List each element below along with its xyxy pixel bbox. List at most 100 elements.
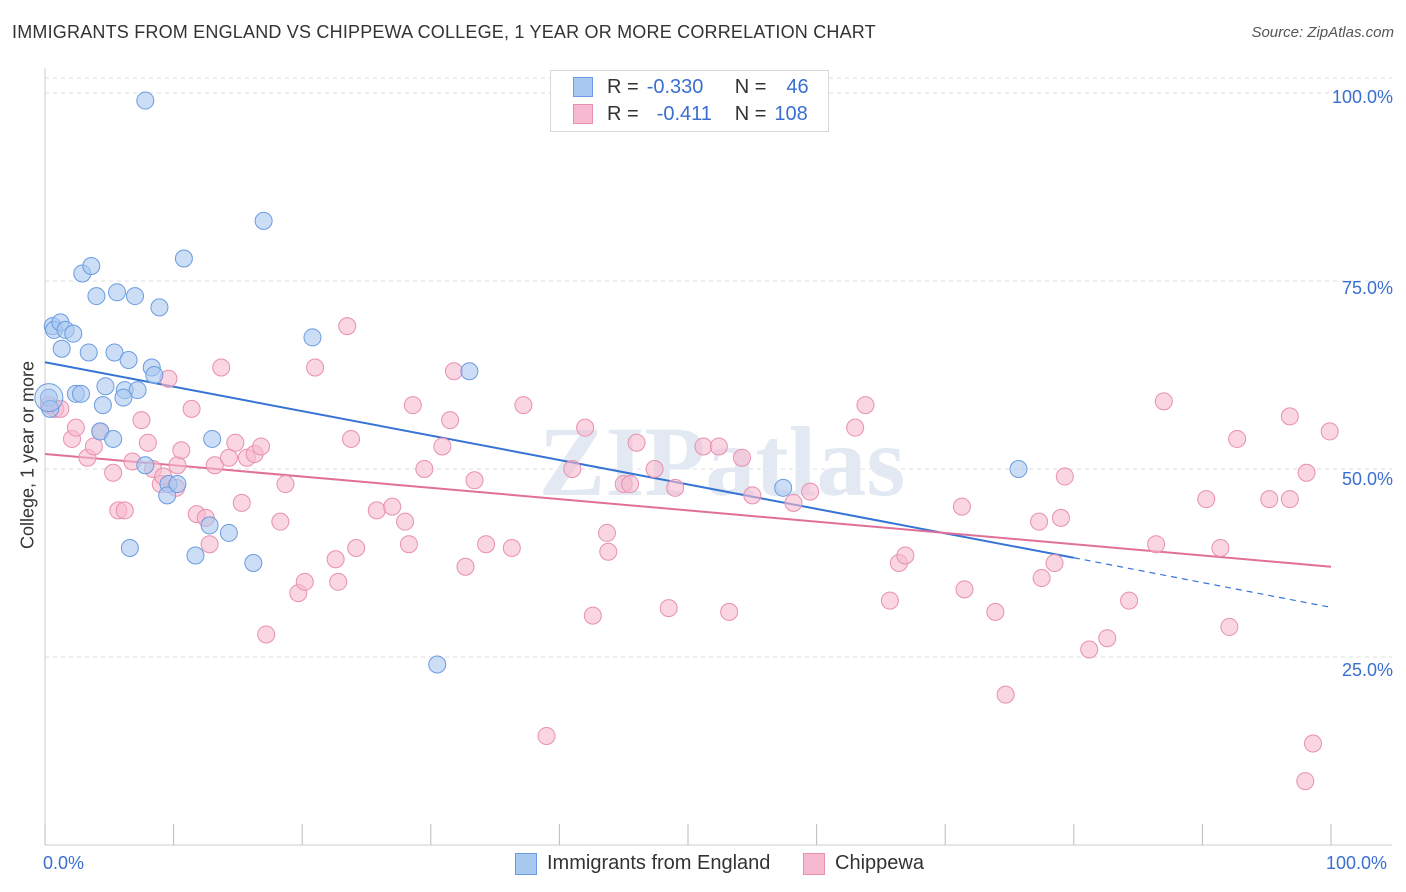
data-point-chippewa — [645, 460, 664, 479]
data-point-chippewa — [168, 456, 187, 475]
data-point-england — [460, 362, 479, 381]
data-point-chippewa — [399, 535, 418, 554]
data-point-chippewa — [396, 512, 415, 531]
data-point-chippewa — [1280, 490, 1299, 509]
watermark: ZIPatlas — [539, 406, 906, 517]
legend-r-label: R = — [607, 75, 639, 98]
data-point-chippewa — [659, 599, 678, 618]
data-point-england — [126, 287, 145, 306]
trendline-england-extension — [1073, 557, 1332, 608]
data-point-england — [87, 287, 106, 306]
data-point-chippewa — [709, 437, 728, 456]
data-point-england — [128, 381, 147, 400]
legend-n-value-chippewa: 108 — [774, 102, 808, 125]
data-point-england-large — [34, 383, 64, 413]
legend-swatch-chippewa — [573, 104, 593, 124]
data-point-chippewa — [502, 538, 521, 557]
data-point-chippewa — [415, 460, 434, 479]
data-point-chippewa — [1055, 467, 1074, 486]
data-point-chippewa — [252, 437, 271, 456]
data-point-chippewa — [182, 399, 201, 418]
data-point-chippewa — [1154, 392, 1173, 411]
trendline-england — [44, 361, 1074, 559]
data-point-chippewa — [514, 396, 533, 415]
data-point-england — [41, 399, 60, 418]
legend-n-value-england: 46 — [786, 75, 809, 98]
data-point-england — [136, 456, 155, 475]
data-point-england — [1009, 460, 1028, 479]
data-point-chippewa — [576, 418, 595, 437]
data-point-chippewa — [456, 557, 475, 576]
data-point-england — [114, 388, 133, 407]
data-point-england — [428, 655, 447, 674]
data-point-chippewa — [172, 441, 191, 460]
y-tick-label-50: 50.0% — [1341, 469, 1393, 489]
data-point-chippewa — [132, 411, 151, 430]
data-point-chippewa — [1098, 629, 1117, 648]
data-point-chippewa — [257, 625, 276, 644]
data-point-chippewa — [743, 486, 762, 505]
data-point-chippewa — [212, 358, 231, 377]
data-point-chippewa — [621, 475, 640, 494]
legend-r-value-england: -0.330 — [646, 75, 704, 98]
correlation-legend: R = -0.330 N = 46 R = -0.411 N = 108 — [550, 70, 829, 132]
data-point-chippewa — [295, 572, 314, 591]
data-point-chippewa — [733, 448, 752, 467]
bottom-legend-swatch-chippewa — [803, 852, 825, 875]
data-point-chippewa — [720, 602, 739, 621]
y-axis-title: College, 1 year or more — [17, 360, 38, 550]
data-point-chippewa — [104, 463, 123, 482]
y-tick-label-25: 25.0% — [1341, 660, 1393, 680]
data-point-chippewa — [1260, 490, 1279, 509]
data-point-chippewa — [433, 437, 452, 456]
data-point-chippewa — [1197, 490, 1216, 509]
data-point-chippewa — [138, 433, 157, 452]
data-point-chippewa — [1320, 422, 1339, 441]
data-point-chippewa — [801, 482, 820, 501]
y-tick-label-75: 75.0% — [1341, 278, 1393, 298]
data-point-england — [72, 384, 91, 403]
trendline-chippewa — [44, 452, 1332, 568]
bottom-legend-label-chippewa: Chippewa — [835, 852, 924, 874]
data-point-chippewa — [271, 512, 290, 531]
data-point-england — [120, 538, 139, 557]
data-point-england — [303, 328, 322, 347]
data-point-england — [108, 283, 127, 302]
series-england — [34, 91, 1028, 674]
data-point-england — [150, 298, 169, 317]
data-point-england — [64, 324, 83, 343]
legend-n-label: N = — [734, 75, 767, 98]
data-point-chippewa — [1280, 407, 1299, 426]
gridlines — [45, 77, 1392, 658]
data-point-chippewa — [200, 535, 219, 554]
data-point-chippewa — [226, 433, 245, 452]
data-point-chippewa — [205, 456, 224, 475]
data-point-chippewa — [1147, 535, 1166, 554]
data-point-chippewa — [1220, 617, 1239, 636]
data-point-chippewa — [1120, 591, 1139, 610]
data-point-chippewa — [329, 572, 348, 591]
data-point-england — [254, 211, 273, 230]
x-tick-label-100: 100.0% — [1326, 853, 1388, 873]
data-point-chippewa — [1080, 640, 1099, 659]
data-point-england — [119, 350, 138, 369]
data-point-england — [244, 554, 263, 573]
data-point-england — [145, 366, 164, 385]
data-point-england — [203, 429, 222, 448]
data-point-england — [52, 339, 71, 358]
data-point-chippewa — [1051, 508, 1070, 527]
data-point-england — [105, 343, 124, 362]
data-point-chippewa — [219, 448, 238, 467]
data-point-chippewa — [115, 501, 134, 520]
data-point-chippewa — [367, 501, 386, 520]
data-point-england — [186, 546, 205, 565]
data-point-chippewa — [1303, 734, 1322, 753]
legend-row-chippewa: R = -0.411 N = 108 — [551, 101, 808, 127]
data-point-chippewa — [846, 418, 865, 437]
data-point-chippewa — [599, 542, 618, 561]
legend-r-label: R = — [607, 102, 639, 125]
data-point-chippewa — [441, 411, 460, 430]
data-point-chippewa — [66, 418, 85, 437]
axes — [44, 68, 1392, 846]
